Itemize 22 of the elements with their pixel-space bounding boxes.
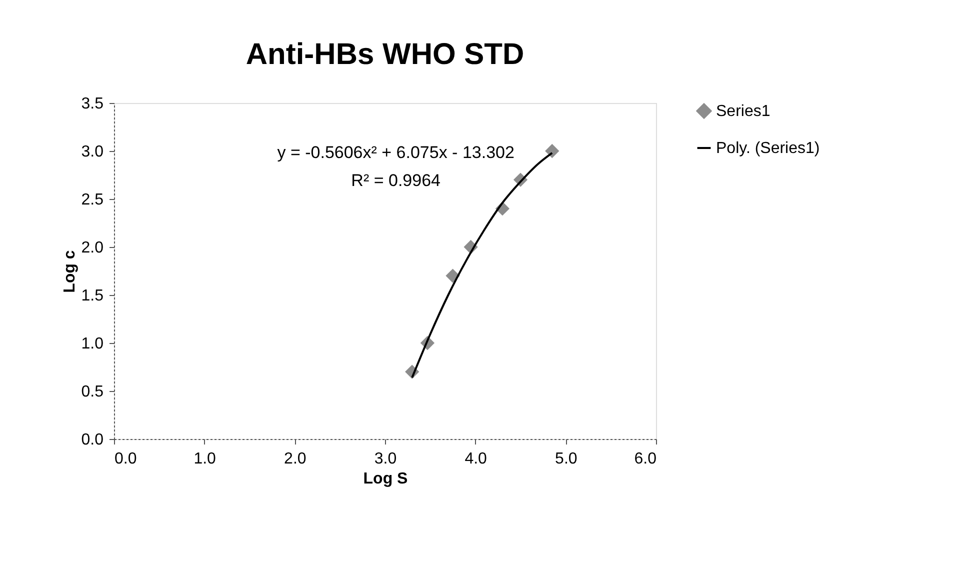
y-tick-label: 0.5 (81, 384, 104, 400)
y-tick-label: 2.0 (81, 240, 104, 256)
y-tick-label: 2.5 (81, 192, 104, 208)
annotation: y = -0.5606x² + 6.075x - 13.302 (277, 143, 514, 162)
legend-label: Series1 (716, 103, 770, 120)
x-tick-label: 6.0 (634, 450, 657, 468)
y-tick-label: 3.0 (81, 144, 104, 160)
y-axis-title: Log c (61, 250, 78, 293)
legend-label: Poly. (Series1) (716, 140, 820, 157)
x-tick-label: 3.0 (374, 450, 397, 468)
y-tick-label: 0.0 (81, 432, 104, 448)
annotation: R² = 0.9964 (351, 171, 440, 190)
x-tick-label: 2.0 (284, 450, 306, 468)
y-tick-label: 1.0 (81, 336, 104, 352)
x-axis-title: Log S (363, 470, 408, 488)
chart-title: Anti-HBs WHO STD (246, 38, 524, 71)
y-tick-label: 3.5 (81, 96, 104, 112)
y-tick-label: 1.5 (81, 288, 104, 304)
x-tick-label: 4.0 (464, 450, 488, 468)
x-tick-label: 1.0 (194, 450, 216, 468)
x-tick-label: 0.0 (114, 450, 137, 468)
x-tick-label: 5.0 (555, 450, 578, 468)
